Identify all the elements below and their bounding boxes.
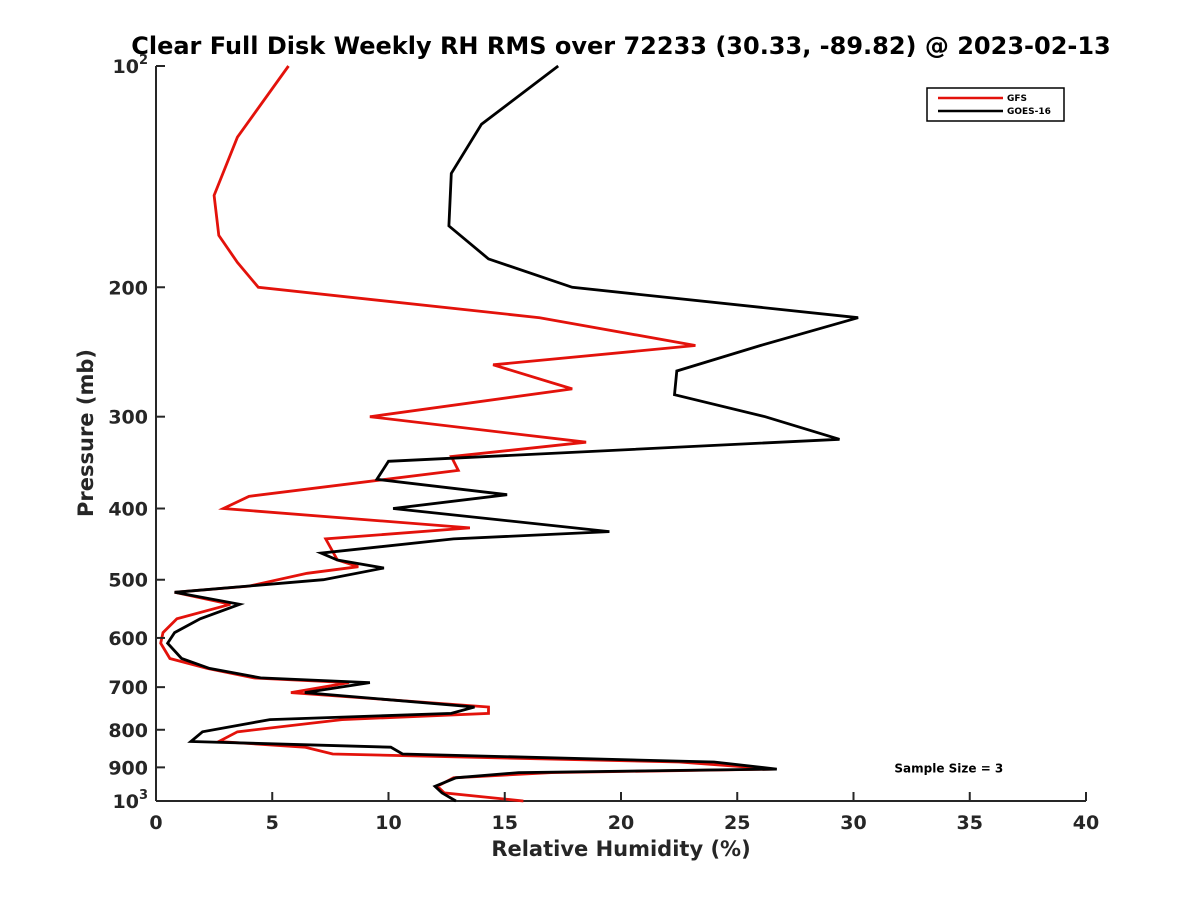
x-tick-label: 10 — [375, 812, 401, 834]
x-ticks: 0 5 10 15 20 25 30 35 40 — [149, 792, 1099, 834]
chart-title: Clear Full Disk Weekly RH RMS over 72233… — [131, 32, 1111, 60]
y-tick-label: 900 — [108, 757, 148, 779]
chart-legend: GFS GOES-16 — [926, 87, 1065, 122]
x-tick-label: 25 — [724, 812, 750, 834]
y-tick-base: 700 — [108, 677, 148, 699]
y-tick-label: 600 — [108, 628, 148, 650]
y-tick-exponent: 2 — [139, 53, 148, 68]
y-tick-label: 200 — [108, 277, 148, 299]
x-tick-label: 0 — [149, 812, 162, 834]
x-tick-label: 35 — [957, 812, 983, 834]
y-tick-base: 600 — [108, 628, 148, 650]
y-tick-base: 10 — [113, 56, 139, 78]
sample-size-annotation: Sample Size = 3 — [894, 761, 1003, 775]
y-tick-label: 500 — [108, 570, 148, 592]
x-axis-label: Relative Humidity (%) — [491, 837, 750, 861]
x-tick-label: 15 — [492, 812, 518, 834]
y-tick-label: 700 — [108, 677, 148, 699]
y-tick-label: 400 — [108, 499, 148, 521]
y-tick-base: 500 — [108, 570, 148, 592]
x-tick-label: 20 — [608, 812, 634, 834]
y-tick-label: 300 — [108, 407, 148, 429]
y-tick-label: 800 — [108, 720, 148, 742]
y-tick-exponent: 3 — [139, 788, 148, 803]
series-line-goes16 — [165, 64, 859, 803]
y-tick-base: 200 — [108, 277, 148, 299]
y-tick-base: 900 — [108, 757, 148, 779]
y-tick-base: 10 — [113, 791, 139, 813]
y-tick-label: 102 — [113, 53, 149, 78]
y-axis-label: Pressure (mb) — [74, 349, 98, 517]
x-tick-label: 40 — [1073, 812, 1099, 834]
y-tick-base: 300 — [108, 407, 148, 429]
y-tick-base: 800 — [108, 720, 148, 742]
x-tick-label: 5 — [266, 812, 279, 834]
legend-label-goes16: GOES-16 — [1007, 107, 1051, 117]
x-tick-label: 30 — [840, 812, 866, 834]
legend-box — [926, 87, 1065, 122]
legend-label-gfs: GFS — [1007, 94, 1027, 104]
series-layer — [159, 64, 859, 803]
y-tick-base: 400 — [108, 499, 148, 521]
y-tick-label: 103 — [113, 788, 149, 813]
